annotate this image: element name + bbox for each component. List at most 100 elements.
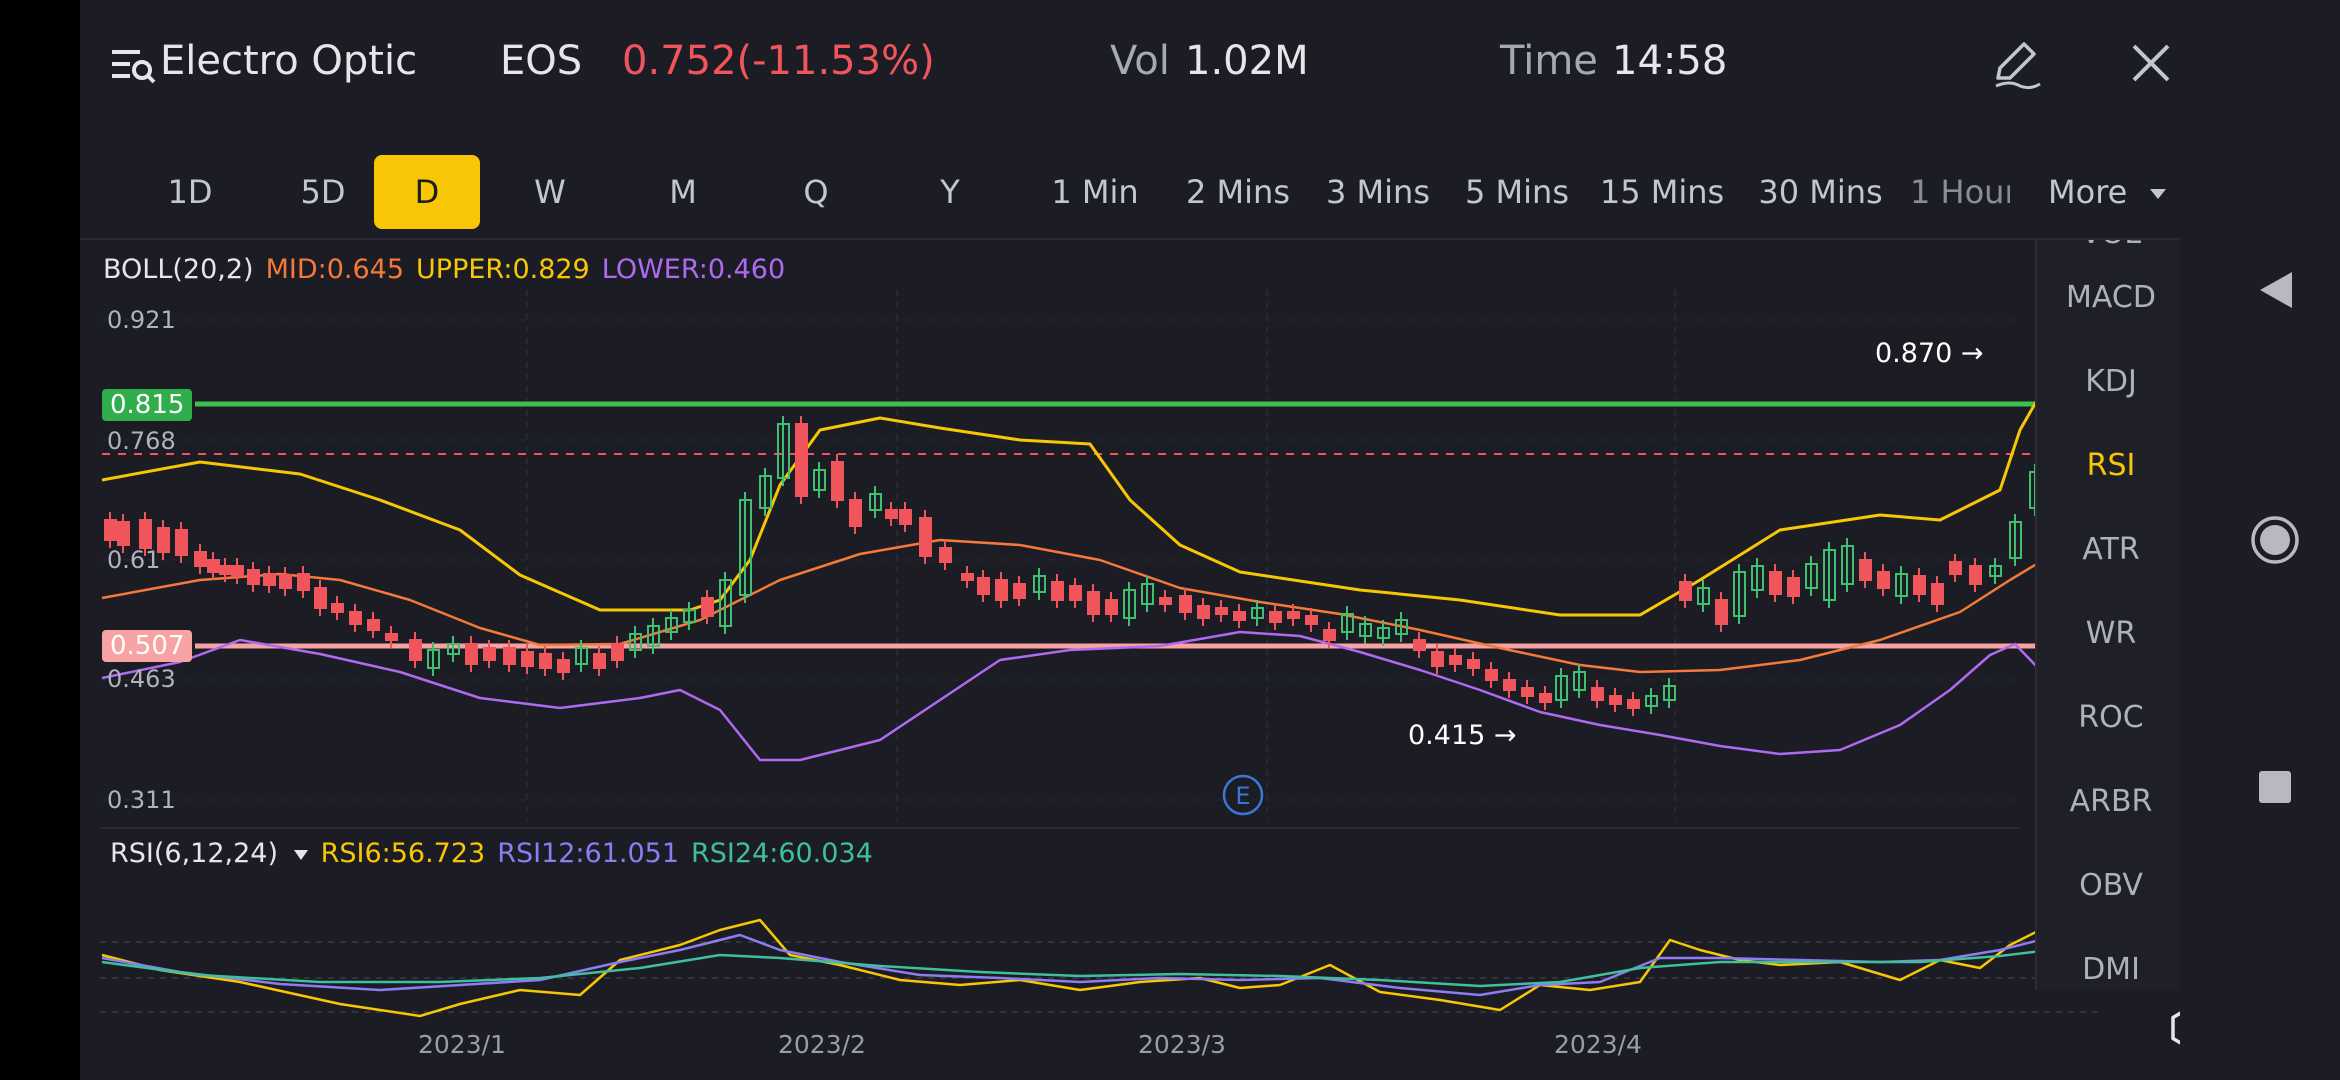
candle-body <box>1751 565 1764 591</box>
price-axis-label: 0.768 <box>107 427 176 455</box>
candle-body <box>1555 675 1568 701</box>
boll-lower-line <box>101 630 2095 762</box>
header: Electro Optic EOS 0.752(-11.53%) Vol 1.0… <box>80 0 2180 130</box>
candle-body <box>331 603 344 613</box>
candle-body <box>1949 561 1962 575</box>
candle-body <box>1069 585 1082 601</box>
candle-body <box>409 639 422 661</box>
candle-body <box>1105 599 1118 615</box>
more-dropdown[interactable]: More <box>2048 155 2168 229</box>
candle-body <box>683 609 696 623</box>
indicator-vol[interactable]: VOL <box>2037 240 2185 251</box>
back-nav-icon[interactable] <box>2258 270 2294 310</box>
candle-body <box>2009 521 2022 559</box>
candle-body <box>719 579 732 627</box>
candle-body <box>157 527 170 553</box>
rsi-legend[interactable]: RSI(6,12,24) RSI6:56.723 RSI12:61.051 RSI2… <box>110 838 873 869</box>
candle-body <box>1323 629 1336 641</box>
indicator-wr[interactable]: WR <box>2085 616 2137 651</box>
candle-body <box>885 509 898 519</box>
candle-body <box>1627 699 1640 709</box>
recent-nav-icon[interactable] <box>2258 770 2292 804</box>
candle-body <box>665 617 678 633</box>
tab-5d[interactable]: 5D <box>300 173 346 211</box>
candle-body <box>207 559 220 573</box>
candle-body <box>1645 695 1658 707</box>
boll-legend: BOLL(20,2) MID:0.645 UPPER:0.829 LOWER:0.46… <box>103 254 785 285</box>
tab-30mins[interactable]: 30 Mins <box>1758 173 1883 211</box>
indicator-list[interactable]: VOL MACD KDJ RSI ATR WR ROC ARBR OBV DMI <box>2035 240 2187 990</box>
tab-1min[interactable]: 1 Min <box>1051 173 1139 211</box>
tab-3mins[interactable]: 3 Mins <box>1326 173 1430 211</box>
system-navigation-bar <box>2180 0 2340 1080</box>
tab-y[interactable]: Y <box>940 173 960 211</box>
high-value: 0.870 <box>1875 338 1953 369</box>
candle-body <box>279 574 292 589</box>
candle-body <box>521 651 534 667</box>
indicator-obv[interactable]: OBV <box>2079 868 2143 903</box>
candle-body <box>795 423 808 497</box>
candle-body <box>1013 583 1026 599</box>
candle-body <box>869 493 882 511</box>
candle-body <box>813 469 826 491</box>
rsi6-value: RSI6:56.723 <box>320 838 486 869</box>
candle-body <box>575 647 588 665</box>
indicator-roc[interactable]: ROC <box>2078 700 2144 735</box>
tab-1hour[interactable]: 1 Hour <box>1910 173 2010 211</box>
tab-15mins[interactable]: 15 Mins <box>1599 173 1725 211</box>
candle-body <box>1359 623 1372 637</box>
candle-body <box>777 423 790 479</box>
indicator-rsi[interactable]: RSI <box>2086 448 2136 483</box>
price-axis-label: 0.463 <box>107 665 176 693</box>
stock-title[interactable]: Electro Optic <box>160 38 418 84</box>
boll-upper: UPPER:0.829 <box>416 254 590 285</box>
candle-body <box>1769 571 1782 595</box>
candle-body <box>1287 611 1300 619</box>
candle-body <box>263 573 276 586</box>
edit-icon[interactable] <box>1990 40 2044 90</box>
indicator-kdj[interactable]: KDJ <box>2085 364 2137 399</box>
tab-q[interactable]: Q <box>803 173 829 211</box>
candle-body <box>1805 563 1818 589</box>
date-axis-label: 2023/2 <box>778 1030 866 1059</box>
stock-chart-app: Electro Optic EOS 0.752(-11.53%) Vol 1.0… <box>80 0 2211 1080</box>
candle-body <box>1033 575 1046 593</box>
candle-body <box>1341 613 1354 633</box>
candlestick-chart[interactable]: E <box>80 0 2110 1080</box>
candle-body <box>1877 571 1890 589</box>
candle-body <box>1197 605 1210 619</box>
indicator-atr[interactable]: ATR <box>2082 532 2140 567</box>
indicator-dmi[interactable]: DMI <box>2082 952 2140 987</box>
resistance-line-tag[interactable]: 0.815 <box>102 389 193 421</box>
rsi-name: RSI(6,12,24) <box>110 838 278 869</box>
rsi6-line <box>101 918 2096 1018</box>
candle-body <box>1305 615 1318 625</box>
indicator-macd[interactable]: MACD <box>2066 280 2156 315</box>
tab-1d[interactable]: 1D <box>167 173 213 211</box>
candle-body <box>1989 565 2002 577</box>
indicator-arbr[interactable]: ARBR <box>2069 784 2153 819</box>
tab-m[interactable]: M <box>669 173 697 211</box>
candle-body <box>385 633 398 641</box>
close-icon[interactable] <box>2130 42 2172 84</box>
candle-body <box>995 579 1008 601</box>
candle-body <box>629 633 642 651</box>
candle-body <box>961 573 974 581</box>
menu-search-icon[interactable] <box>110 46 156 86</box>
tab-d[interactable]: D <box>374 155 480 229</box>
tab-5mins[interactable]: 5 Mins <box>1465 173 1569 211</box>
price-axis-label: 0.61 <box>107 546 161 574</box>
candle-body <box>1123 589 1136 619</box>
support-line-tag[interactable]: 0.507 <box>102 630 193 662</box>
candle-body <box>1449 655 1462 665</box>
candle-body <box>557 659 570 673</box>
low-value: 0.415 <box>1408 720 1486 751</box>
tab-w[interactable]: W <box>534 173 566 211</box>
home-nav-icon[interactable] <box>2250 515 2300 565</box>
tabs-divider <box>80 238 2180 240</box>
tab-2mins[interactable]: 2 Mins <box>1186 173 1290 211</box>
boll-name: BOLL(20,2) <box>103 254 254 285</box>
boll-mid-line <box>101 534 2096 674</box>
price-axis-label: 0.311 <box>107 786 176 814</box>
price-axis-label: 0.921 <box>107 306 176 334</box>
